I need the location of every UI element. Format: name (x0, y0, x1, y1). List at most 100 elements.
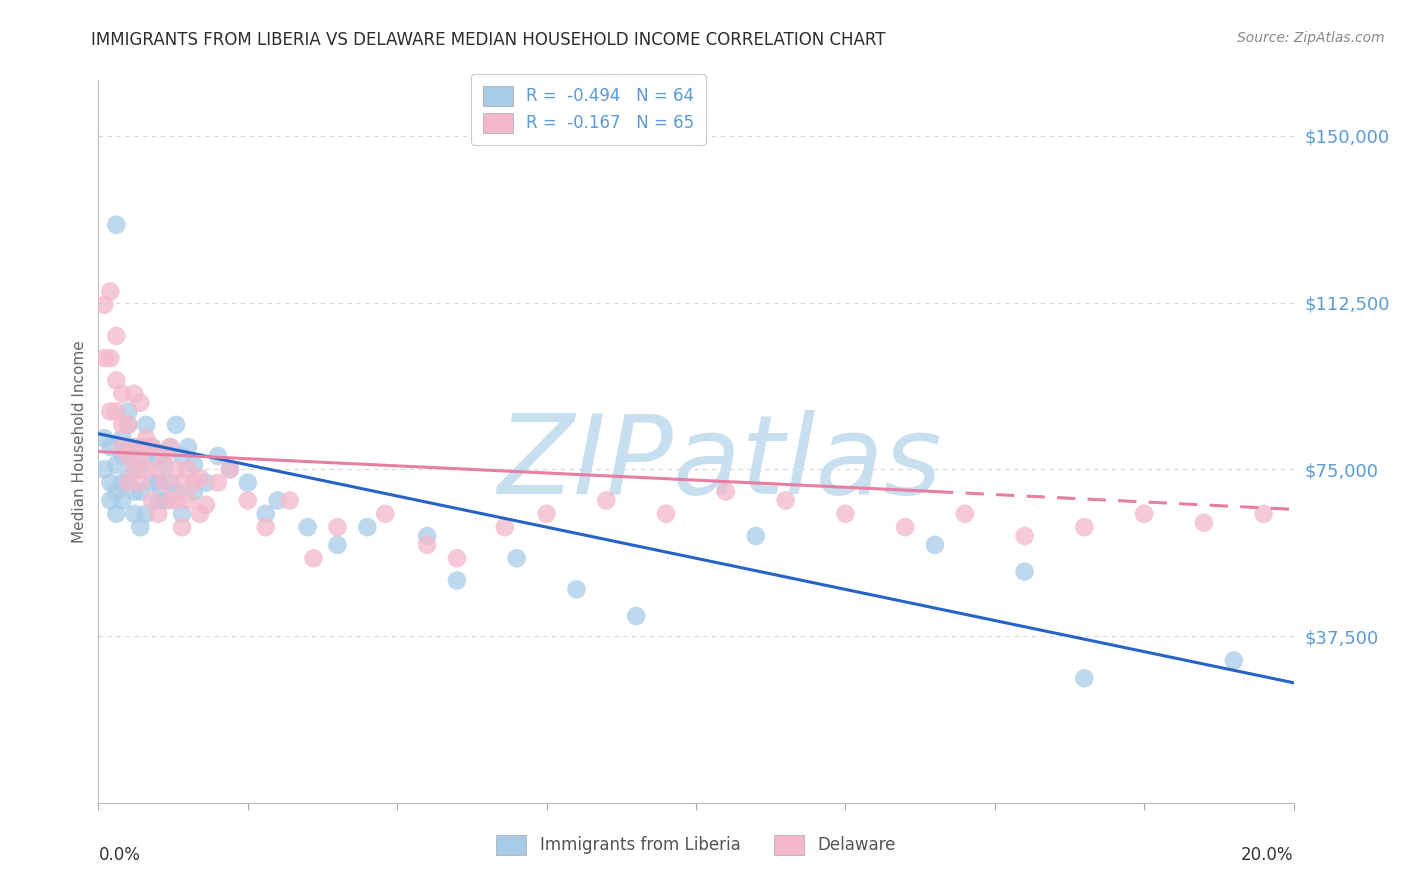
Point (745, 529, 768, 543)
Point (117, 475, 139, 490)
Point (165, 493, 187, 508)
Point (183, 475, 205, 490)
Point (953, 507, 976, 521)
Point (834, 507, 856, 521)
Point (416, 529, 439, 543)
Text: ZIPatlas: ZIPatlas (498, 409, 942, 516)
Point (595, 493, 617, 508)
Point (153, 458, 176, 472)
Point (506, 551, 529, 566)
Point (111, 417, 134, 432)
Point (446, 574, 468, 588)
Point (565, 582, 588, 597)
Point (129, 462, 152, 476)
Point (172, 475, 194, 490)
Point (111, 449, 134, 463)
Text: IMMIGRANTS FROM LIBERIA VS DELAWARE MEDIAN HOUSEHOLD INCOME CORRELATION CHART: IMMIGRANTS FROM LIBERIA VS DELAWARE MEDI… (91, 31, 886, 49)
Point (129, 395, 152, 409)
Point (117, 471, 139, 485)
Point (135, 462, 157, 476)
Point (297, 520, 319, 534)
Point (141, 440, 163, 454)
Point (148, 475, 170, 490)
Point (172, 449, 194, 463)
Point (98, 440, 122, 454)
Legend: Immigrants from Liberia, Delaware: Immigrants from Liberia, Delaware (485, 823, 907, 867)
Point (188, 471, 211, 485)
Point (1073, 520, 1095, 534)
Point (1014, 565, 1036, 579)
Point (267, 493, 290, 508)
Point (219, 462, 242, 476)
Point (374, 507, 396, 521)
Point (236, 475, 259, 490)
Point (129, 520, 152, 534)
Point (148, 462, 170, 476)
Point (124, 462, 146, 476)
Point (172, 507, 194, 521)
Point (124, 462, 146, 476)
Y-axis label: Median Household Income: Median Household Income (72, 340, 87, 543)
Point (254, 520, 277, 534)
Point (278, 493, 301, 508)
Point (195, 475, 218, 490)
Point (93, 298, 115, 312)
Point (165, 484, 187, 499)
Point (655, 507, 678, 521)
Point (124, 507, 146, 521)
Point (135, 431, 157, 445)
Point (148, 493, 170, 508)
Point (165, 417, 187, 432)
Point (105, 218, 128, 232)
Point (105, 484, 128, 499)
Point (105, 507, 128, 521)
Point (105, 404, 128, 418)
Point (93, 462, 115, 476)
Point (207, 475, 229, 490)
Point (141, 440, 163, 454)
Point (177, 462, 200, 476)
Point (195, 498, 218, 512)
Point (111, 493, 134, 508)
Point (111, 475, 134, 490)
Point (105, 373, 128, 387)
Point (177, 440, 200, 454)
Point (117, 449, 139, 463)
Point (148, 449, 170, 463)
Point (188, 507, 211, 521)
Point (129, 449, 152, 463)
Point (135, 449, 157, 463)
Point (98, 404, 122, 418)
Point (124, 440, 146, 454)
Point (135, 507, 157, 521)
Point (111, 440, 134, 454)
Point (93, 351, 115, 366)
Point (105, 458, 128, 472)
Point (153, 493, 176, 508)
Point (159, 440, 181, 454)
Point (159, 475, 181, 490)
Point (446, 551, 468, 566)
Point (302, 551, 325, 566)
Point (153, 475, 176, 490)
Point (141, 493, 163, 508)
Point (183, 484, 205, 499)
Point (153, 449, 176, 463)
Point (135, 440, 157, 454)
Point (98, 475, 122, 490)
Point (148, 507, 170, 521)
Point (1133, 507, 1156, 521)
Text: Source: ZipAtlas.com: Source: ZipAtlas.com (1237, 31, 1385, 45)
Point (141, 475, 163, 490)
Point (326, 538, 349, 552)
Point (1014, 529, 1036, 543)
Point (117, 417, 139, 432)
Point (326, 520, 349, 534)
Point (117, 449, 139, 463)
Point (219, 462, 242, 476)
Point (177, 493, 200, 508)
Point (356, 520, 378, 534)
Point (124, 440, 146, 454)
Point (1253, 507, 1275, 521)
Point (159, 493, 181, 508)
